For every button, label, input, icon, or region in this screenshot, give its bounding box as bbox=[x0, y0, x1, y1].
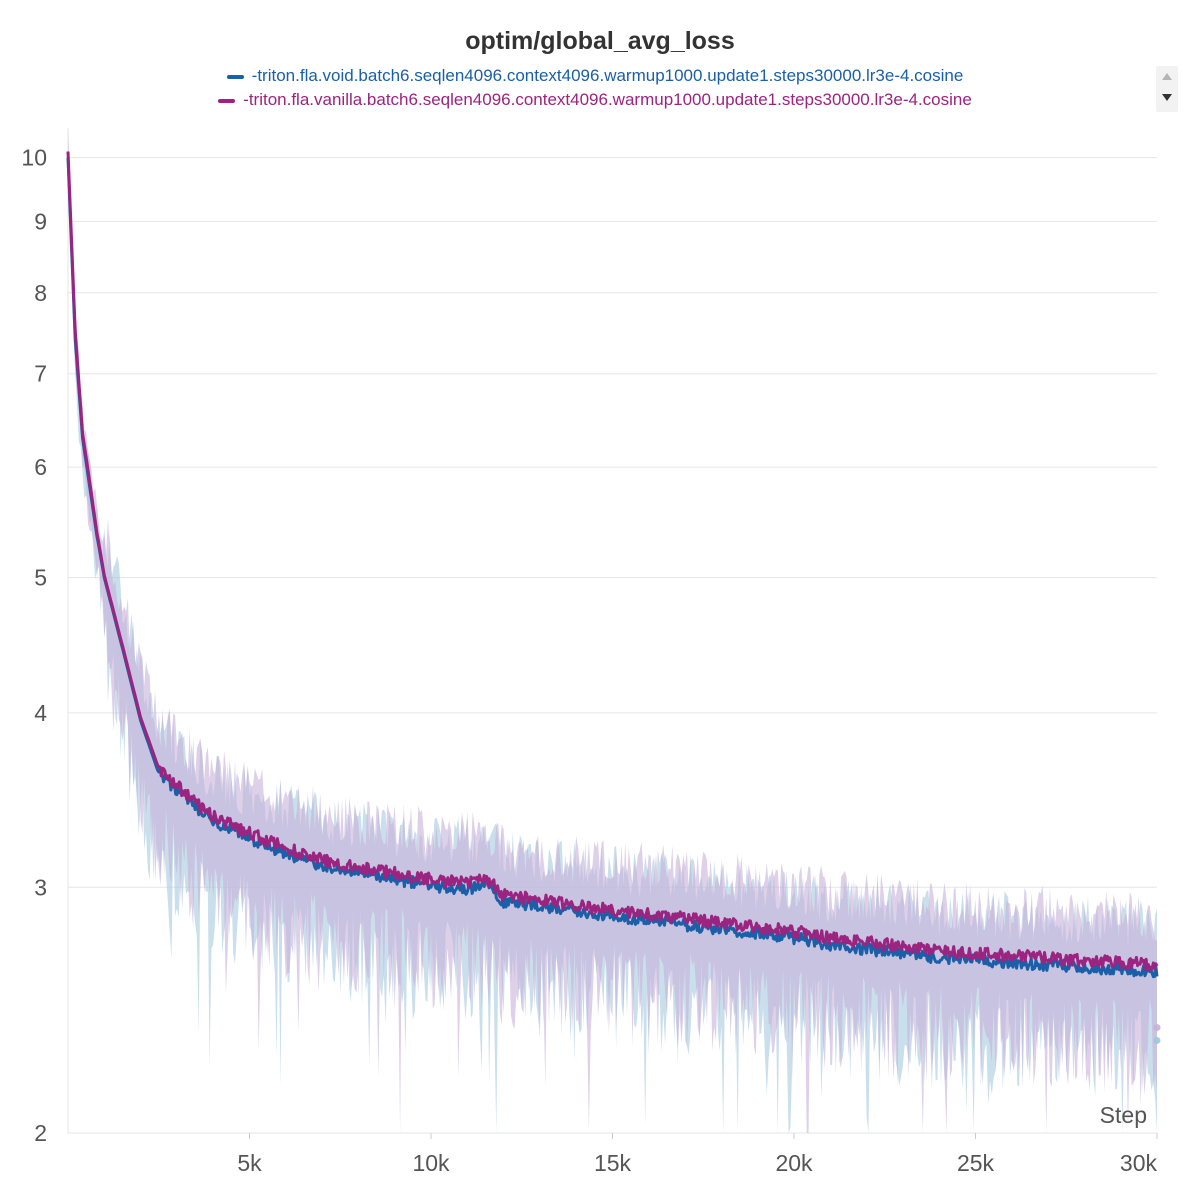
y-tick-label: 8 bbox=[34, 280, 47, 306]
y-tick-label: 6 bbox=[34, 454, 47, 480]
series-line-vanilla bbox=[66, 151, 1159, 972]
raw-band-vanilla bbox=[68, 128, 1157, 1133]
endpoint-marker-vanilla bbox=[1153, 1024, 1161, 1032]
y-tick-label: 2 bbox=[34, 1120, 47, 1146]
legend-swatch-vanilla bbox=[218, 98, 236, 103]
x-tick-label: 5k bbox=[237, 1150, 262, 1176]
legend-entry-vanilla[interactable]: -triton.fla.vanilla.batch6.seqlen4096.co… bbox=[0, 90, 1190, 110]
x-tick-label: 30k bbox=[1120, 1150, 1158, 1176]
chart-title: optim/global_avg_loss bbox=[465, 27, 735, 55]
y-tick-label: 5 bbox=[34, 565, 47, 591]
legend-label-vanilla: -triton.fla.vanilla.batch6.seqlen4096.co… bbox=[243, 90, 972, 109]
y-tick-label: 4 bbox=[34, 700, 47, 726]
y-tick-label: 10 bbox=[21, 145, 47, 171]
y-tick-label: 3 bbox=[34, 874, 47, 900]
legend-scrollbar[interactable] bbox=[1156, 66, 1178, 112]
x-tick-label: 10k bbox=[412, 1150, 450, 1176]
x-tick-label: 15k bbox=[594, 1150, 632, 1176]
endpoint-marker-void bbox=[1153, 1036, 1161, 1044]
x-tick-label: 25k bbox=[957, 1150, 995, 1176]
legend-entry-void[interactable]: -triton.fla.void.batch6.seqlen4096.conte… bbox=[0, 66, 1190, 86]
scroll-up-arrow-icon[interactable] bbox=[1162, 73, 1172, 80]
legend-label-void: -triton.fla.void.batch6.seqlen4096.conte… bbox=[251, 66, 964, 85]
x-axis-label: Step bbox=[1100, 1102, 1147, 1128]
y-tick-label: 9 bbox=[34, 208, 47, 234]
legend-swatch-void bbox=[226, 74, 244, 79]
y-tick-label: 7 bbox=[34, 361, 47, 387]
x-tick-label: 20k bbox=[775, 1150, 813, 1176]
scroll-down-arrow-icon[interactable] bbox=[1162, 94, 1172, 101]
